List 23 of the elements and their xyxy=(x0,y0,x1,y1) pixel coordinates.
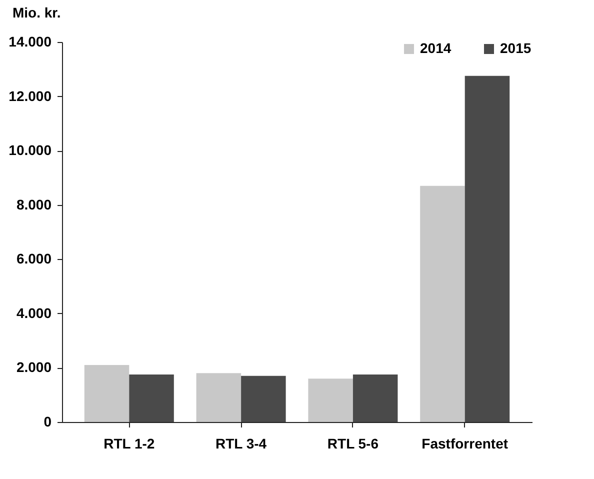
y-axis-title: Mio. kr. xyxy=(12,4,61,20)
y-tick-label: 0 xyxy=(44,414,52,430)
bar xyxy=(352,374,398,422)
bar xyxy=(464,76,510,422)
y-tick-label: 12.000 xyxy=(8,88,52,104)
x-tick-label: RTL 5-6 xyxy=(327,436,379,452)
x-tick-label: Fastforrentet xyxy=(422,436,508,452)
y-tick-label: 14.000 xyxy=(8,34,52,50)
bar xyxy=(196,373,242,422)
bar xyxy=(308,378,353,422)
y-tick-label: 4.000 xyxy=(16,304,52,321)
y-tick-label: 8.000 xyxy=(16,196,52,212)
bar xyxy=(129,374,174,422)
x-tick-label: RTL 3-4 xyxy=(216,436,267,452)
y-tick-label: 6.000 xyxy=(16,250,52,267)
bar xyxy=(84,365,130,422)
bar xyxy=(241,376,286,422)
legend-label: 2014 xyxy=(420,40,452,56)
bar xyxy=(420,186,465,422)
y-tick-label: 10.000 xyxy=(8,142,52,158)
legend-label: 2015 xyxy=(500,40,532,56)
x-tick-label: RTL 1-2 xyxy=(104,436,155,452)
y-tick-label: 2.000 xyxy=(16,359,52,376)
